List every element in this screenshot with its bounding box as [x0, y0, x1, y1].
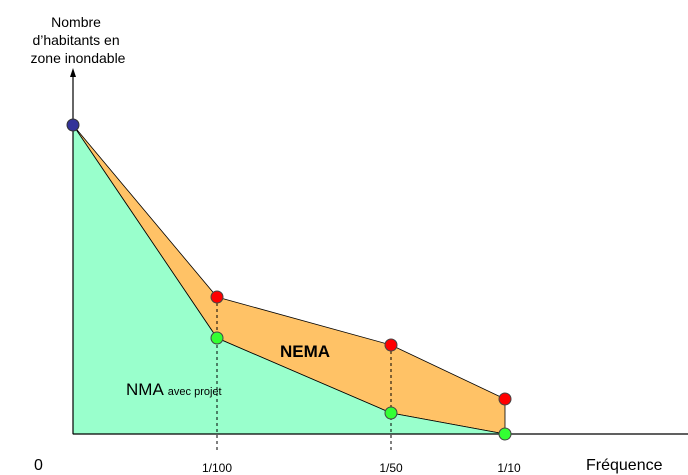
origin-label: 0 — [34, 457, 43, 474]
y-axis-title-line-2: d’habitants en — [32, 32, 119, 48]
nma-label-suffix: avec projet — [168, 386, 222, 398]
x-axis-title: Fréquence — [586, 457, 663, 474]
nma-label: NMA avec projet — [126, 380, 222, 399]
y-axis-arrow — [70, 68, 76, 77]
y-axis-title-line-1: Nombre — [51, 14, 101, 30]
point-without-project-1-10 — [498, 392, 512, 406]
x-tick-1-100: 1/100 — [202, 461, 232, 475]
y-axis-title-line-3: zone inondable — [31, 50, 126, 66]
start-point — [66, 118, 80, 132]
point-with-project-1-10 — [498, 427, 512, 441]
x-tick-1-50: 1/50 — [379, 461, 403, 475]
nma-label-main: NMA — [126, 380, 164, 399]
point-with-project-1-50 — [384, 406, 398, 420]
point-without-project-1-50 — [384, 338, 398, 352]
point-without-project-1-100 — [210, 290, 224, 304]
nema-label: NEMA — [280, 342, 330, 361]
point-with-project-1-100 — [210, 331, 224, 345]
y-axis-title: Nombre d’habitants en zone inondable — [31, 14, 126, 66]
x-tick-1-10: 1/10 — [497, 461, 521, 475]
